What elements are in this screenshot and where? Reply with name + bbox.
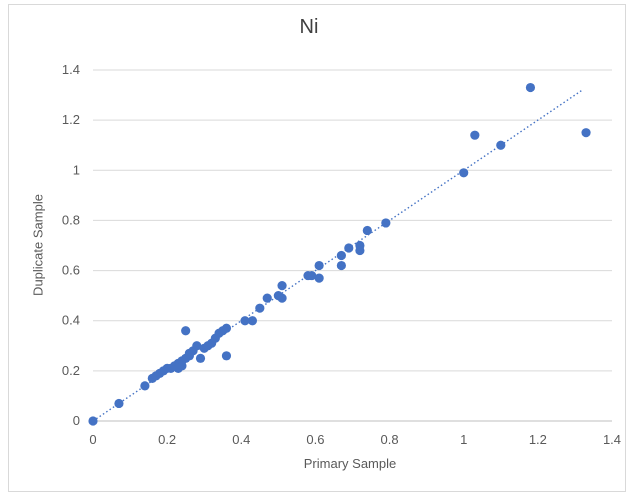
- y-tick-label: 1.2: [62, 112, 80, 127]
- data-point: [221, 323, 232, 333]
- chart-frame: [8, 4, 626, 492]
- data-point: [381, 218, 391, 228]
- data-point: [336, 260, 346, 271]
- x-tick-label: 0.6: [306, 432, 324, 447]
- data-point: [459, 168, 469, 178]
- data-point: [247, 316, 258, 326]
- y-tick-label: 0.2: [62, 363, 80, 378]
- x-tick-label: 0: [89, 432, 96, 447]
- x-tick-label: 1: [460, 432, 467, 447]
- chart-title: Ni: [299, 16, 319, 38]
- data-point: [581, 128, 591, 138]
- x-tick-label: 0.4: [232, 432, 250, 447]
- y-tick-label: 1: [73, 162, 80, 177]
- data-point: [496, 140, 506, 150]
- y-tick-label: 0.8: [62, 212, 80, 227]
- y-tick-label: 0.6: [62, 263, 80, 278]
- data-point: [240, 316, 250, 326]
- data-point: [314, 260, 324, 271]
- data-point: [525, 82, 536, 93]
- data-point: [336, 250, 346, 261]
- y-tick-label: 1.4: [62, 62, 80, 77]
- data-point: [355, 245, 365, 256]
- data-point: [277, 281, 287, 291]
- data-point: [88, 416, 98, 426]
- data-point: [140, 381, 150, 391]
- data-point: [114, 398, 124, 409]
- gridlines: [93, 69, 612, 372]
- y-tick-labels: 0 0.2 0.4 0.6 0.8 1 1.2 1.4: [62, 62, 80, 428]
- x-tick-label: 1.2: [529, 432, 547, 447]
- data-point: [362, 225, 372, 236]
- data-points: [88, 82, 591, 426]
- data-point: [195, 353, 206, 363]
- data-point: [344, 243, 354, 253]
- data-point: [307, 270, 317, 281]
- data-point: [262, 293, 272, 303]
- y-tick-label: 0.4: [62, 313, 80, 328]
- x-tick-label: 1.4: [603, 432, 621, 447]
- data-point: [255, 303, 265, 313]
- y-tick-label: 0: [73, 413, 80, 428]
- data-point: [277, 293, 287, 303]
- x-tick-label: 0.8: [381, 432, 399, 447]
- x-tick-labels: 0 0.2 0.4 0.6 0.8 1 1.2 1.4: [89, 432, 621, 447]
- data-point: [192, 341, 202, 351]
- data-point: [221, 351, 232, 361]
- data-point: [470, 130, 480, 140]
- x-axis-label: Primary Sample: [303, 456, 397, 471]
- data-point: [181, 326, 191, 336]
- x-tick-label: 0.2: [158, 432, 176, 447]
- data-point: [314, 273, 324, 283]
